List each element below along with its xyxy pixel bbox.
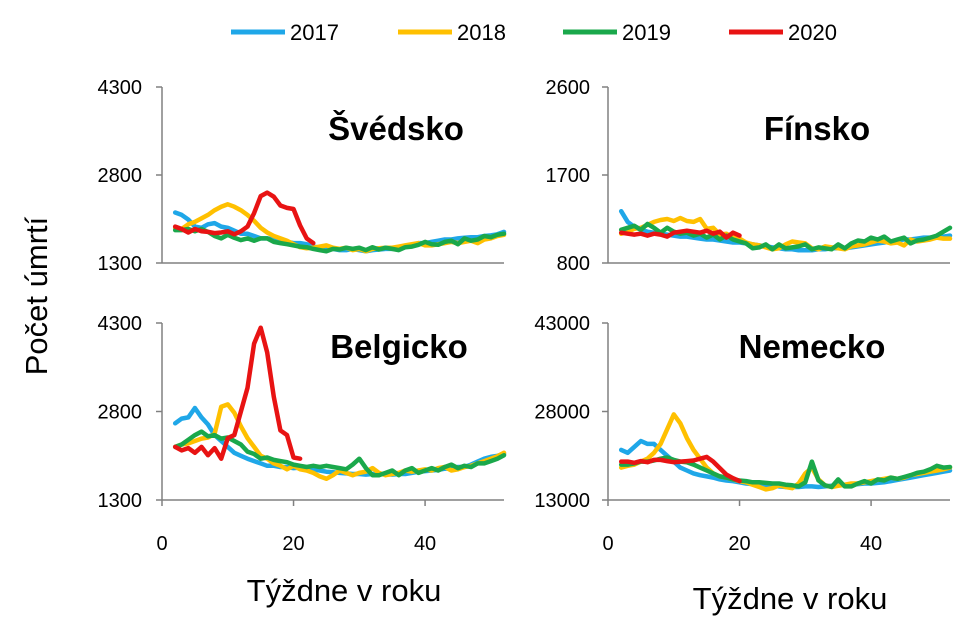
x-tick-label: 20 [728,533,750,555]
series-line-2019 [172,226,507,254]
panel-nemecko: 43000 28000 13000 0 20 40 Nemecko [534,313,953,555]
legend-label-2019: 2019 [622,20,671,45]
legend-label-2020: 2020 [788,20,837,45]
x-axis-label-left: Týždne v roku [247,573,442,608]
y-axis-label: Počet úmrtí [19,216,54,375]
series-line-2020 [172,325,303,461]
y-tick-label: 43000 [534,313,590,335]
panel-finsko: 2600 1700 800 Fínsko [546,77,953,275]
panel-svedsko: 4300 2800 1300 Švédsko [98,77,507,275]
x-tick-label: 0 [602,533,613,555]
legend-label-2018: 2018 [457,20,506,45]
legend-label-2017: 2017 [290,20,339,45]
legend: 2017 2018 2019 2020 [231,20,837,45]
panel-title: Fínsko [764,110,870,147]
x-tick-label: 0 [156,533,167,555]
series-line-2020 [618,228,742,240]
series-line-2018 [618,215,953,252]
y-tick-label: 2800 [98,165,143,187]
panel-belgicko: 4300 2800 1300 0 20 40 Belgicko [98,313,507,555]
x-tick-label: 40 [414,533,436,555]
panel-title: Belgicko [330,328,468,365]
panel-title: Nemecko [739,328,886,365]
x-tick-label: 40 [860,533,882,555]
y-tick-label: 4300 [98,77,143,99]
panel-title: Švédsko [328,109,464,147]
y-tick-label: 13000 [534,490,590,512]
y-tick-label: 1300 [98,253,143,275]
x-tick-label: 20 [282,533,304,555]
series-line-2020 [172,190,316,246]
y-tick-label: 28000 [534,402,590,424]
y-tick-label: 1700 [546,165,591,187]
y-tick-label: 800 [557,253,590,275]
x-axis-label-right: Týždne v roku [693,581,888,616]
series-line-2018 [172,402,507,482]
y-tick-label: 2600 [546,77,591,99]
series-line-2020 [618,454,742,484]
y-tick-label: 1300 [98,490,143,512]
y-tick-label: 2800 [98,402,143,424]
y-tick-label: 4300 [98,313,143,335]
